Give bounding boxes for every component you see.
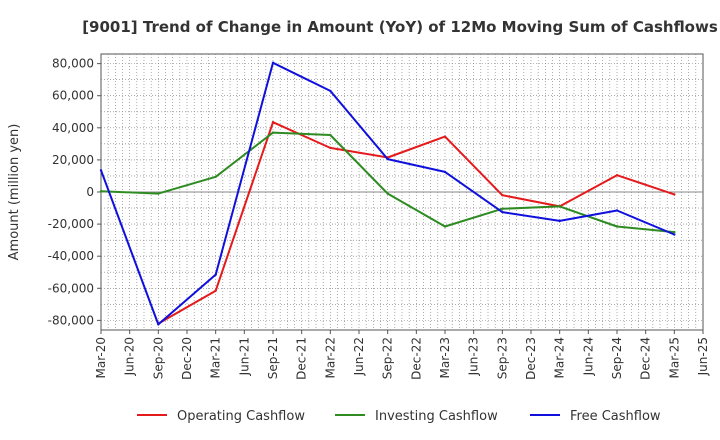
x-tick-label: Jun-21 [237,337,251,376]
x-tick-label: Mar-22 [323,337,337,378]
operating-cashflow-line [157,121,675,325]
y-tick-label: 0 [86,185,94,199]
investing-cashflow-point [157,192,160,195]
x-tick-label: Jun-23 [467,337,481,376]
x-tick-label: Dec-21 [295,337,309,380]
operating-cashflow-point [673,193,676,196]
investing-cashflow-point [615,225,619,228]
free-cashflow-point [99,169,103,172]
x-tick-label: Sep-23 [495,337,509,379]
y-tick-label: 60,000 [52,89,94,103]
x-tick-label: Jun-22 [352,337,366,376]
investing-cashflow-point [99,189,103,193]
x-tick-label: Dec-22 [409,337,423,380]
x-tick-label: Mar-20 [94,337,108,378]
legend-item-operating-cashflow: Operating Cashflow [137,409,305,424]
y-tick-label: 80,000 [52,57,94,71]
x-tick-label: Mar-24 [553,337,567,378]
operating-cashflow-point [615,173,619,177]
operating-cashflow-point [443,135,447,138]
free-cashflow-point [157,323,160,326]
y-axis: -80,000 -60,000 -40,000 -20,000 0 20,000 40,00… [48,57,101,327]
x-tick-label: Mar-25 [667,337,681,378]
free-cashflow-point [615,209,619,212]
y-tick-label: -20,000 [48,217,94,231]
free-cashflow-point [271,61,275,65]
investing-cashflow-point [329,133,332,137]
free-cashflow-point [558,219,561,223]
operating-cashflow-point [501,194,504,197]
y-tick-label: 20,000 [52,153,94,167]
investing-cashflow-point [501,207,504,211]
operating-cashflow-point [271,120,275,124]
free-cashflow-point [673,233,676,236]
x-tick-label: Dec-20 [180,337,194,380]
y-axis-label: Amount (million yen) [7,124,22,261]
legend: Operating Cashflow Investing Cashflow Free… [137,409,661,424]
y-tick-label: -60,000 [48,281,94,295]
x-tick-label: Sep-21 [266,337,280,379]
x-tick-label: Sep-24 [610,337,624,379]
legend-item-investing-cashflow: Investing Cashflow [335,409,498,424]
x-tick-label: Sep-22 [381,337,395,379]
legend-label: Investing Cashflow [375,409,498,424]
operating-cashflow-point [329,146,332,150]
legend-label: Free Cashflow [570,409,661,424]
legend-label: Operating Cashflow [177,409,305,424]
free-cashflow-point [443,170,447,174]
investing-cashflow-point [386,192,389,195]
investing-cashflow-point [558,205,561,208]
chart-title: [9001] Trend of Change in Amount (YoY) o… [82,18,718,36]
investing-cashflow-point [214,175,217,178]
free-cashflow-point [501,210,504,214]
x-axis: Mar-20 Jun-20 Sep-20 Dec-20 Mar-21 Jun-21 Sep-… [94,330,710,380]
free-cashflow-point [214,273,217,276]
investing-cashflow-point [271,131,275,134]
series-layer [99,61,676,326]
y-tick-label: -40,000 [48,249,94,263]
x-tick-label: Jun-25 [696,337,710,376]
investing-cashflow-point [443,225,447,228]
x-tick-label: Jun-24 [581,337,595,376]
x-tick-label: Mar-21 [209,337,223,378]
x-tick-label: Mar-23 [438,337,452,378]
y-tick-label: -80,000 [48,313,94,327]
x-tick-label: Sep-20 [151,337,165,379]
free-cashflow-point [386,157,389,161]
x-tick-label: Jun-20 [123,337,137,376]
y-tick-label: 40,000 [52,121,94,135]
legend-item-free-cashflow: Free Cashflow [530,409,661,424]
x-tick-label: Dec-24 [639,337,653,380]
operating-cashflow-point [214,289,217,292]
free-cashflow-point [329,89,332,93]
investing-cashflow-point [673,230,676,234]
x-tick-label: Dec-23 [524,337,538,380]
